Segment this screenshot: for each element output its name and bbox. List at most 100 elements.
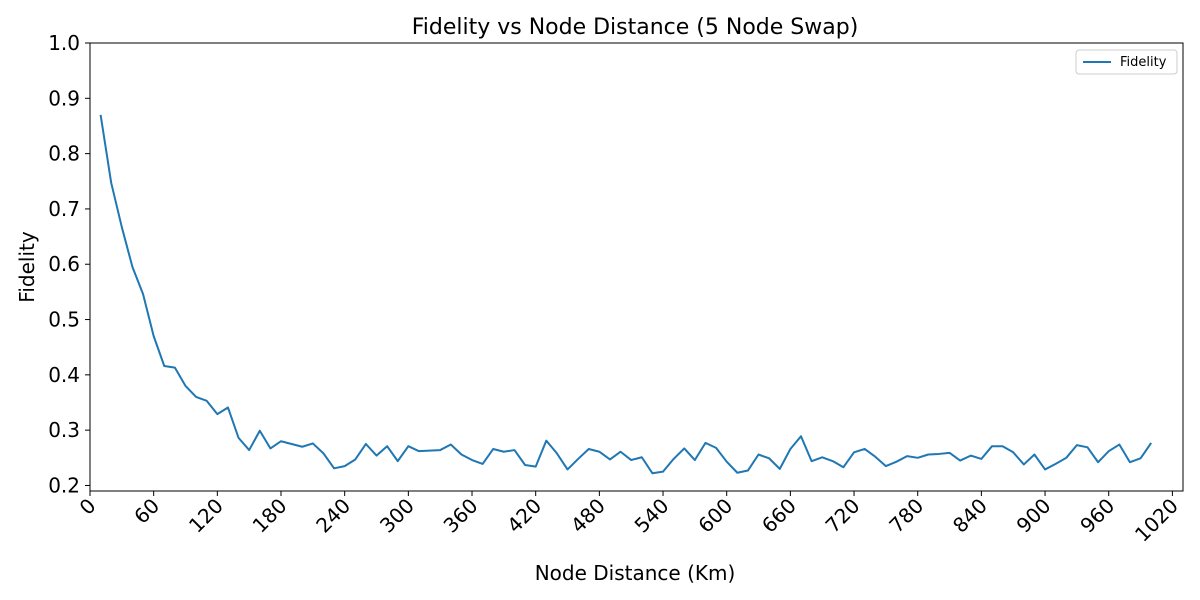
data-point (312, 442, 314, 444)
data-point (726, 461, 728, 463)
x-tick-label: 900 (1012, 494, 1056, 538)
data-point (322, 452, 324, 454)
data-point (980, 458, 982, 460)
y-tick-label: 0.9 (48, 86, 80, 110)
y-axis-label: Fidelity (15, 231, 39, 303)
data-point (927, 454, 929, 456)
data-point (482, 463, 484, 465)
x-tick-label: 180 (248, 494, 292, 538)
legend-box (1075, 49, 1178, 75)
x-tick-label: 240 (311, 494, 355, 538)
data-point (1065, 457, 1067, 459)
data-point (683, 447, 685, 449)
data-point (471, 459, 473, 461)
x-tick-label: 60 (129, 494, 164, 529)
data-point (991, 445, 993, 447)
data-point (1076, 444, 1078, 446)
y-tick-label: 0.8 (48, 142, 80, 166)
x-tick-label: 660 (757, 494, 801, 538)
data-point (121, 226, 123, 228)
plot-frame (89, 42, 1184, 492)
data-point (800, 435, 802, 437)
data-point (906, 455, 908, 457)
series-line-fidelity (99, 114, 1152, 475)
data-point (789, 448, 791, 450)
x-tick-label: 480 (566, 494, 610, 538)
data-point (598, 451, 600, 453)
data-point (163, 365, 165, 367)
x-tick-label: 300 (375, 494, 419, 538)
data-point (832, 460, 834, 462)
data-point (524, 464, 526, 466)
x-tick-label: 1020 (1130, 494, 1183, 547)
y-tick-label: 0.6 (48, 252, 80, 276)
data-point (238, 437, 240, 439)
legend: Fidelity (1075, 49, 1178, 75)
data-point (567, 468, 569, 470)
data-point (545, 440, 547, 442)
data-point (588, 448, 590, 450)
data-point (460, 454, 462, 456)
data-point (206, 400, 208, 402)
data-point (110, 182, 112, 184)
data-point (620, 451, 622, 453)
data-point (821, 456, 823, 458)
data-point (1129, 461, 1131, 463)
x-tick-label: 780 (884, 494, 928, 538)
data-point (874, 456, 876, 458)
x-axis: 0 60 120 180 240 300 360 420 480 540 600 660 720 780 8… (75, 491, 1183, 547)
data-point (492, 448, 494, 450)
data-point (513, 449, 515, 451)
x-tick-label: 420 (502, 494, 546, 538)
data-point (227, 406, 229, 408)
data-point (365, 443, 367, 445)
chart-title: Fidelity vs Node Distance (5 Node Swap) (412, 15, 859, 40)
y-tick-label: 1.0 (48, 31, 80, 55)
data-point (694, 459, 696, 461)
data-point (174, 367, 176, 369)
data-point (630, 459, 632, 461)
data-point (280, 440, 282, 442)
data-point (185, 385, 187, 387)
data-point (864, 448, 866, 450)
data-point (736, 472, 738, 474)
data-point (291, 443, 293, 445)
data-point (673, 458, 675, 460)
data-point (1087, 446, 1089, 448)
data-point (779, 468, 781, 470)
x-tick-label: 600 (693, 494, 737, 538)
y-tick-label: 0.2 (48, 473, 80, 497)
data-point (131, 266, 133, 268)
data-point (704, 442, 706, 444)
data-point (535, 466, 537, 468)
data-point (641, 456, 643, 458)
data-point (949, 452, 951, 454)
data-point (407, 445, 409, 447)
data-point (439, 449, 441, 451)
data-point (768, 457, 770, 459)
data-point (259, 430, 261, 432)
y-tick-label: 0.4 (48, 363, 80, 387)
data-point (609, 458, 611, 460)
data-point (418, 450, 420, 452)
y-tick-label: 0.7 (48, 197, 80, 221)
data-point (333, 467, 335, 469)
data-point (811, 460, 813, 462)
data-point (662, 471, 664, 473)
data-point (1012, 451, 1014, 453)
y-tick-label: 0.5 (48, 308, 80, 332)
data-point (842, 466, 844, 468)
x-tick-label: 960 (1075, 494, 1119, 538)
data-point (1108, 450, 1110, 452)
data-point (970, 455, 972, 457)
data-point (938, 453, 940, 455)
x-tick-label: 840 (948, 494, 992, 538)
data-point (100, 114, 102, 116)
x-tick-label: 360 (439, 494, 483, 538)
data-point (747, 470, 749, 472)
data-point (885, 465, 887, 467)
data-point (1097, 461, 1099, 463)
data-point (556, 452, 558, 454)
data-point (853, 451, 855, 453)
